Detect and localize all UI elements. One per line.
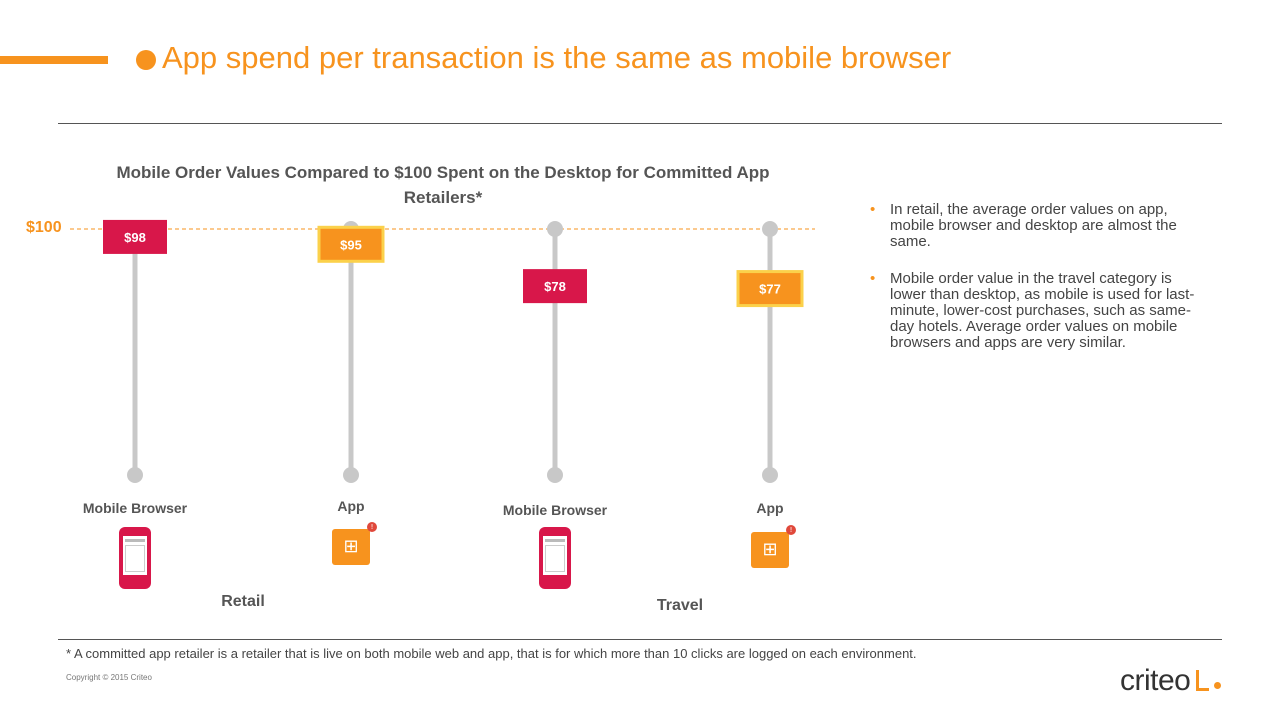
mobile-phone-icon [539,527,571,589]
stem-bottom-dot-1 [127,467,143,483]
logo-corner-mark [1196,670,1209,691]
value-box-2 [317,225,385,263]
bottom-divider [58,639,1222,640]
footnote: * A committed app retailer is a retailer… [66,646,917,661]
insight-bullet-1: In retail, the average order values on a… [870,202,1210,250]
stem-top-dot-4 [762,221,778,237]
chart-title: Mobile Order Values Compared to $100 Spe… [116,163,770,207]
data-label-3: $78 [544,279,566,294]
value-box-4 [736,270,804,308]
data-label-1: $98 [124,230,146,245]
insight-bullet-2: Mobile order value in the travel categor… [870,271,1210,351]
shopping-cart-icon: ⊞! [751,525,796,568]
stem-bottom-dot-2 [343,467,359,483]
shopping-cart-icon: ⊞! [332,522,377,565]
top-divider [58,123,1222,124]
accent-dot [136,50,156,70]
criteo-logo: criteo [1120,664,1191,697]
data-label-4: $77 [759,282,781,297]
chart-svg: $98 $95 $78 $77 [70,219,815,483]
value-box-3 [523,269,587,304]
stem-bottom-dot-3 [547,467,563,483]
data-label-2: $95 [340,237,362,252]
category-label-4: App [756,500,784,516]
copyright: Copyright © 2015 Criteo [66,673,152,682]
category-label-2: App [337,498,365,514]
group-label-travel: Travel [656,597,704,614]
insights-list: In retail, the average order values on a… [870,202,1210,372]
page-title: App spend per transaction is the same as… [162,40,952,75]
category-label-1: Mobile Browser [82,500,188,516]
logo-dot [1214,682,1221,689]
mobile-phone-icon [119,527,151,589]
stem-bottom-dot-4 [762,467,778,483]
stem-top-dot-3 [547,221,563,237]
value-box-1 [103,219,167,254]
group-label-retail: Retail [221,593,265,610]
category-label-3: Mobile Browser [502,502,608,518]
accent-bar [0,56,108,64]
reference-label: $100 [26,219,62,236]
